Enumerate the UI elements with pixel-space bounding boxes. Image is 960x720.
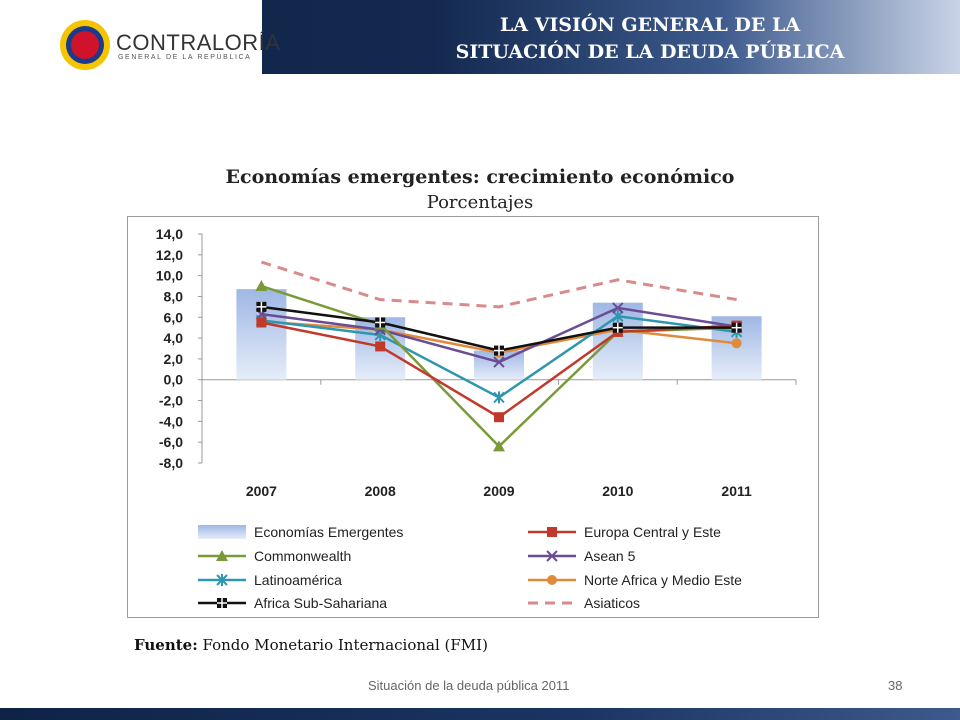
chart-subtitle: Porcentajes bbox=[426, 192, 534, 213]
y-tick-label: 6,0 bbox=[164, 309, 184, 325]
series-line-asiaticos bbox=[260, 260, 737, 309]
legend-marker-europa-central-y-este bbox=[547, 527, 557, 537]
series-point-europa-central-y-este bbox=[375, 341, 386, 352]
source-text: Fondo Monetario Internacional (FMI) bbox=[202, 636, 488, 654]
series-point-norte-africa-y-medio-este bbox=[731, 338, 742, 349]
footer-band bbox=[0, 708, 960, 720]
y-tick-label: 8,0 bbox=[164, 288, 184, 304]
legend-marker-commonwealth bbox=[216, 550, 228, 561]
series-point-commonwealth bbox=[493, 440, 505, 452]
x-tick-label: 2011 bbox=[721, 483, 752, 499]
chart-frame bbox=[127, 216, 819, 618]
x-tick-label: 2010 bbox=[602, 483, 633, 499]
legend-swatch-economias-emergentes bbox=[198, 525, 246, 539]
footer-text: Situación de la deuda pública 2011 bbox=[368, 678, 570, 693]
y-tick-label: 4,0 bbox=[164, 330, 184, 346]
legend-marker-norte-africa-y-medio-este bbox=[547, 575, 557, 585]
series-point-asean-5 bbox=[612, 302, 624, 314]
page-title-line2: SITUACIÓN DE LA DEUDA PÚBLICA bbox=[455, 41, 845, 63]
page-title-line1: LA VISIÓN GENERAL DE LA bbox=[499, 14, 801, 36]
chart-title: Economías emergentes: crecimiento económ… bbox=[225, 166, 735, 188]
legend-label-economias-emergentes: Economías Emergentes bbox=[254, 524, 403, 540]
y-tick-label: -6,0 bbox=[159, 434, 183, 450]
y-tick-label: 0,0 bbox=[164, 372, 184, 388]
legend-label-asean-5: Asean 5 bbox=[584, 548, 636, 564]
legend-label-africa-sub-sahariana: Africa Sub-Sahariana bbox=[254, 595, 387, 611]
y-tick-label: -8,0 bbox=[159, 455, 183, 471]
legend-label-europa-central-y-este: Europa Central y Este bbox=[584, 524, 721, 540]
y-tick-label: -2,0 bbox=[159, 393, 183, 409]
source-note: Fuente: Fondo Monetario Internacional (F… bbox=[134, 636, 488, 654]
logo-text: CONTRALORÍA bbox=[116, 30, 281, 55]
legend-label-norte-africa-y-medio-este: Norte Africa y Medio Este bbox=[584, 572, 742, 588]
series-point-commonwealth bbox=[255, 280, 268, 292]
series-point-europa-central-y-este bbox=[494, 412, 504, 423]
legend-marker-asean-5 bbox=[546, 550, 558, 562]
x-tick-label: 2007 bbox=[246, 483, 277, 499]
logo-subtext: GENERAL DE LA REPÚBLICA bbox=[118, 54, 252, 61]
source-label: Fuente: bbox=[134, 636, 198, 654]
series-point-europa-central-y-este bbox=[256, 317, 267, 328]
y-tick-label: 2,0 bbox=[164, 351, 184, 367]
logo-emblem-center bbox=[71, 31, 99, 59]
y-tick-label: 14,0 bbox=[156, 226, 183, 242]
y-tick-label: 12,0 bbox=[156, 247, 183, 263]
x-tick-label: 2009 bbox=[483, 483, 514, 499]
y-tick-label: -4,0 bbox=[159, 413, 183, 429]
logo: CONTRALORÍA GENERAL DE LA REPÚBLICA bbox=[0, 0, 280, 112]
legend-label-asiaticos: Asiaticos bbox=[584, 595, 640, 611]
page-title: LA VISIÓN GENERAL DE LA SITUACIÓN DE LA … bbox=[380, 12, 920, 66]
legend-label-commonwealth: Commonwealth bbox=[254, 548, 351, 564]
x-tick-label: 2008 bbox=[365, 483, 396, 499]
legend-label-latinoamerica: Latinoamérica bbox=[254, 572, 342, 588]
logo-background bbox=[0, 0, 262, 74]
page-number: 38 bbox=[888, 678, 903, 693]
series-point-asean-5 bbox=[493, 356, 505, 368]
y-tick-label: 10,0 bbox=[156, 268, 183, 284]
